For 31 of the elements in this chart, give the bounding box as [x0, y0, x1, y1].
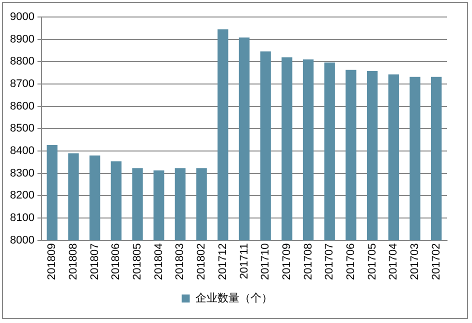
x-tick-label: 201804	[152, 243, 165, 280]
x-tick-label: 201808	[68, 243, 80, 280]
x-tick-label: 201809	[46, 243, 58, 280]
y-tick-label: 8100	[10, 212, 34, 224]
x-tick-label: 201703	[409, 243, 422, 280]
y-tick-label: 8500	[10, 122, 34, 135]
x-tick-label: 201803	[174, 243, 186, 280]
y-tick-label: 8800	[10, 56, 34, 68]
x-tick-label: 201711	[238, 243, 250, 280]
y-tick-label: 8900	[10, 33, 34, 46]
x-tick-label: 201705	[366, 243, 378, 280]
y-tick-label: 8400	[10, 145, 34, 158]
y-tick-label: 8000	[10, 234, 34, 246]
legend-label: 企业数量（个）	[195, 291, 272, 304]
x-tick-label: 201709	[280, 243, 293, 280]
x-tick-label: 201704	[388, 243, 400, 280]
x-tick-label: 201702	[430, 243, 442, 280]
x-tick-label: 201807	[88, 243, 101, 280]
x-tick-label: 201708	[302, 243, 314, 280]
x-tick-label: 201805	[132, 243, 144, 280]
y-tick-label: 8300	[10, 167, 34, 180]
x-tick-label: 201802	[196, 243, 208, 280]
y-tick-label: 8600	[10, 100, 34, 112]
y-tick-label: 9000	[10, 11, 34, 24]
x-tick-label: 201706	[344, 243, 357, 280]
x-tick-label: 201806	[110, 243, 122, 280]
x-tick-label: 201707	[324, 243, 336, 280]
x-tick-label: 201712	[216, 243, 229, 280]
y-tick-label: 8700	[10, 78, 34, 90]
y-tick-label: 8200	[10, 190, 34, 202]
x-tick-label: 201710	[260, 243, 272, 280]
